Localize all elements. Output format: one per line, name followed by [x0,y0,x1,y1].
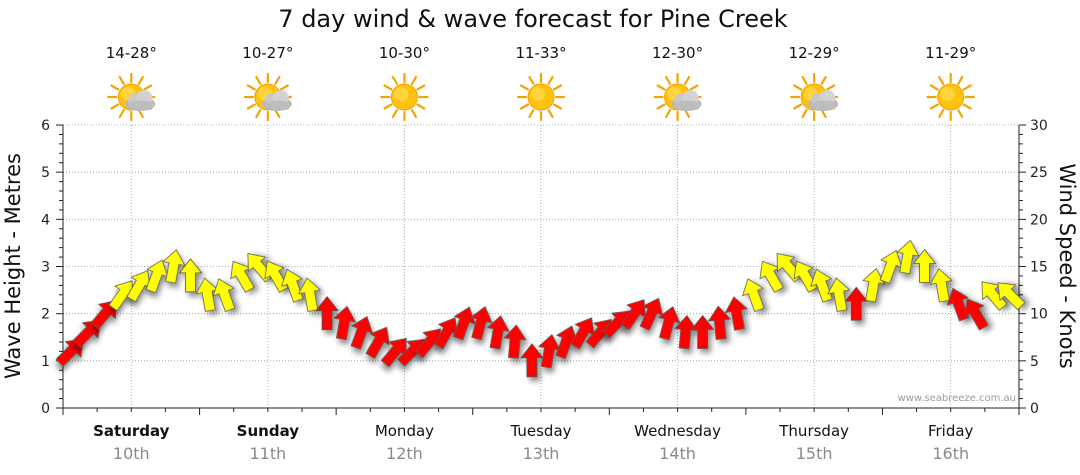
wind-arrow [896,239,920,275]
left-tick-label: 4 [41,212,50,228]
right-tick-label: 15 [1030,260,1048,276]
day-name-label: Sunday [237,422,300,440]
wind-arrow [503,324,527,359]
right-tick-label: 25 [1030,165,1048,181]
wind-arrow [453,306,476,341]
wind-arrow [212,278,236,312]
wind-arrow [708,305,731,340]
day-date-label: 16th [932,444,969,463]
wind-arrow [725,296,748,331]
right-tick-label: 5 [1030,354,1039,370]
sunny-icon [380,72,429,122]
day-date-label: 15th [796,444,833,463]
day-name-label: Wednesday [634,422,721,440]
wind-arrow [487,315,510,350]
day-name-label: Thursday [778,422,849,440]
wind-arrow [470,306,493,341]
day-temperature: 10-27° [242,44,293,62]
wind-arrow [520,343,544,378]
right-axis-ticks: 0 5 10 15 20 25 30 [1030,118,1048,417]
day-date-label: 10th [113,444,150,463]
partly-cloudy-icon [653,72,702,122]
wind-arrow [964,298,989,331]
sunny-icon [926,72,975,122]
wind-arrow [658,306,681,341]
day-temperature: 11-29° [925,44,976,62]
day-date-label: 14th [659,444,696,463]
left-tick-label: 3 [41,260,50,276]
wind-arrow [162,249,186,284]
wind-arrow [72,320,101,348]
watermark: www.seabreeze.com.au [898,393,1016,404]
day-date-label: 12th [386,444,423,463]
wind-arrow [365,326,390,359]
temperature-row: 14-28° 10-27° 10-30° 11-33° 12-30° 12-29° 11-2… [106,44,977,62]
day-temperature: 10-30° [379,44,430,62]
left-axis-ticks: 0 1 2 3 4 5 6 [41,118,50,417]
day-date-label: 13th [523,444,560,463]
right-axis-label: Wind Speed - Knots [1055,163,1079,368]
wind-arrow [997,282,1026,311]
wind-arrow [281,268,304,303]
wind-arrow [315,296,339,331]
wind-arrow [55,338,84,367]
wind-arrow [913,249,936,283]
wind-arrow [674,315,698,350]
wind-arrow [810,268,833,303]
wind-arrow [844,286,868,321]
left-tick-label: 6 [41,118,50,134]
chart-title: 7 day wind & wave forecast for Pine Cree… [278,5,787,33]
grid [63,124,1019,408]
day-date-label: 11th [249,444,286,463]
wind-arrow [691,315,715,349]
day-temperature: 12-30° [652,44,703,62]
day-labels: Saturday 10th Sunday 11th Monday 12th Tuesday 1… [93,422,973,463]
left-tick-label: 0 [41,401,50,417]
wind-arrow [862,268,886,303]
day-name-label: Monday [375,422,434,440]
right-tick-label: 0 [1030,401,1039,417]
wind-arrow [333,305,356,341]
left-tick-label: 5 [41,165,50,181]
weather-icon-row [107,72,975,122]
axes [56,124,1026,415]
wind-arrow [90,300,117,330]
wind-arrow [298,277,321,312]
right-tick-label: 30 [1030,118,1048,134]
wind-arrow [946,287,970,322]
wind-arrows [55,239,1026,378]
day-name-label: Tuesday [509,422,571,440]
right-tick-label: 10 [1030,307,1048,323]
left-axis-label: Wave Height - Metres [1,153,25,379]
left-tick-label: 1 [41,354,50,370]
partly-cloudy-icon [107,72,156,122]
day-temperature: 11-33° [515,44,566,62]
day-temperature: 14-28° [106,44,157,62]
day-name-label: Friday [928,422,974,440]
wind-arrow [827,277,850,312]
wind-arrow [929,268,953,303]
wind-arrow [742,278,765,312]
right-tick-label: 20 [1030,212,1048,228]
partly-cloudy-icon [243,72,292,122]
day-temperature: 12-29° [789,44,840,62]
sunny-icon [516,72,566,122]
left-tick-label: 2 [41,307,50,323]
wind-arrow [179,258,202,293]
partly-cloudy-icon [790,72,839,122]
day-name-label: Saturday [93,422,170,440]
